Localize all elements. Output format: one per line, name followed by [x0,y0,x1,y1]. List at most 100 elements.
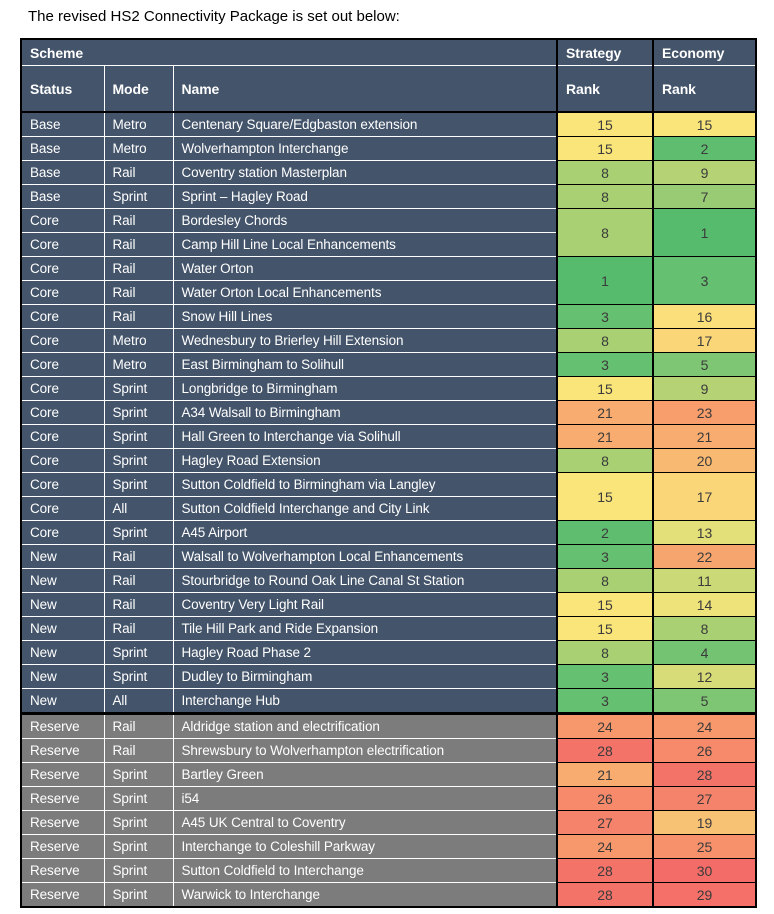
cell-mode: Sprint [103,400,174,425]
strategy-rank-cell: 8 [556,184,654,209]
table-row: Base Sprint Sprint – Hagley Road 8 7 [20,184,757,209]
economy-rank-cell: 24 [652,712,757,739]
table-row: Reserve Sprint Sutton Coldfield to Interch… [20,858,757,883]
table-row: Base Metro Wolverhampton Interchange 15 2 [20,136,757,161]
strategy-rank-cell: 8 [556,640,654,665]
table-row: Reserve Sprint i54 26 27 [20,786,757,811]
strategy-rank-cell: 15 [556,136,654,161]
economy-rank-cell: 8 [652,616,757,641]
strategy-rank-cell: 24 [556,834,654,859]
cell-status: Core [20,208,105,233]
economy-rank-cell: 7 [652,184,757,209]
cell-status: Core [20,496,105,521]
cell-status: New [20,544,105,569]
economy-rank-cell: 27 [652,786,757,811]
economy-rank-cell: 11 [652,568,757,593]
cell-mode: Sprint [103,520,174,545]
economy-rank-cell: 17 [652,328,757,353]
economy-rank-cell: 20 [652,448,757,473]
cell-mode: Rail [103,712,174,739]
table-row: Reserve Sprint Bartley Green 21 28 [20,762,757,787]
cell-status: Reserve [20,882,105,908]
economy-rank-cell: 22 [652,544,757,569]
header-scheme: Scheme [20,38,558,66]
cell-mode: Rail [103,592,174,617]
cell-status: Core [20,328,105,353]
cell-status: Core [20,400,105,425]
table-row: Reserve Rail Shrewsbury to Wolverhampton e… [20,738,757,763]
strategy-rank-cell: 3 [556,352,654,377]
cell-mode: Metro [103,111,174,137]
table-row: New Rail Stourbridge to Round Oak Line Can… [20,568,757,593]
table-row: Core Metro East Birmingham to Solihull 3 5 [20,352,757,377]
economy-rank-cell: 23 [652,400,757,425]
cell-mode: Sprint [103,640,174,665]
cell-name: Water Orton [172,256,558,281]
cell-name: Interchange Hub [172,688,558,714]
cell-mode: Sprint [103,664,174,689]
table-row: Core Rail Bordesley Chords 8 1 [20,208,757,257]
cell-status: New [20,664,105,689]
strategy-rank-cell: 28 [556,738,654,763]
table-row: Base Metro Centenary Square/Edgbaston exte… [20,111,757,137]
strategy-rank-cell: 3 [556,304,654,329]
strategy-rank-cell: 3 [556,688,654,714]
cell-status: Core [20,352,105,377]
header-status: Status [20,65,105,113]
strategy-rank-cell: 8 [556,448,654,473]
cell-mode: Rail [103,568,174,593]
strategy-rank-cell: 21 [556,424,654,449]
strategy-rank-cell: 8 [556,160,654,185]
cell-status: Core [20,304,105,329]
cell-name: Coventry station Masterplan [172,160,558,185]
cell-mode: All [103,688,174,714]
economy-rank-cell: 12 [652,664,757,689]
strategy-rank-cell: 8 [556,328,654,353]
strategy-rank-cell: 21 [556,762,654,787]
cell-mode: Rail [103,280,174,305]
table-row: Core All Sutton Coldfield Interchange and … [20,496,756,521]
cell-status: Reserve [20,834,105,859]
header-row-columns: Status Mode Name Rank Rank [20,65,757,113]
cell-mode: Sprint [103,834,174,859]
cell-mode: Sprint [103,448,174,473]
cell-name: A45 UK Central to Coventry [172,810,558,835]
strategy-rank-cell: 21 [556,400,654,425]
cell-status: New [20,568,105,593]
cell-name: Bordesley Chords [172,208,558,233]
cell-name: Sutton Coldfield Interchange and City Li… [172,496,558,521]
cell-status: Reserve [20,810,105,835]
cell-status: Base [20,136,105,161]
cell-mode: Metro [103,328,174,353]
cell-status: New [20,688,105,714]
cell-mode: Sprint [103,762,174,787]
header-strategy-rank: Rank [556,65,654,113]
strategy-rank-cell: 2 [556,520,654,545]
cell-name: Hagley Road Extension [172,448,558,473]
cell-mode: Rail [103,232,174,257]
economy-rank-cell: 28 [652,762,757,787]
cell-name: Bartley Green [172,762,558,787]
economy-rank-cell: 1 [652,208,757,257]
strategy-rank-cell: 28 [556,882,654,908]
cell-status: Reserve [20,786,105,811]
economy-rank-cell: 26 [652,738,757,763]
cell-name: Stourbridge to Round Oak Line Canal St S… [172,568,558,593]
table-header: Scheme Strategy Economy Status Mode Name… [20,38,757,113]
table-row: Core Sprint A34 Walsall to Birmingham 21 23 [20,400,757,425]
cell-status: Core [20,472,105,497]
cell-mode: Rail [103,256,174,281]
economy-rank-cell: 15 [652,111,757,137]
page-title: The revised HS2 Connectivity Package is … [28,8,400,25]
economy-rank-cell: 13 [652,520,757,545]
cell-mode: Rail [103,616,174,641]
cell-mode: Rail [103,160,174,185]
cell-name: Camp Hill Line Local Enhancements [172,232,558,257]
strategy-rank-cell: 15 [556,376,654,401]
table-row: Core Metro Wednesbury to Brierley Hill Ext… [20,328,757,353]
economy-rank-cell: 17 [652,472,757,521]
cell-status: New [20,616,105,641]
header-economy: Economy [652,38,757,66]
table-body: Base Metro Centenary Square/Edgbaston exte… [20,111,757,908]
economy-rank-cell: 16 [652,304,757,329]
